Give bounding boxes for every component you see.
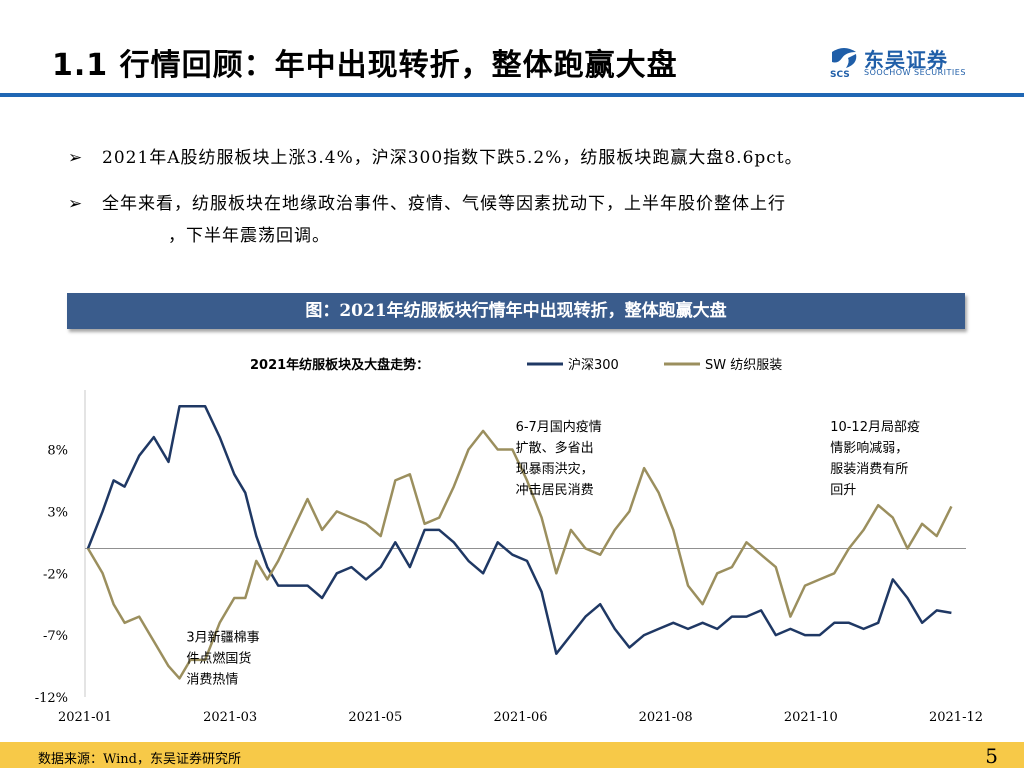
y-tick-label: 8% bbox=[47, 444, 68, 459]
logo-name: 东吴证券 bbox=[864, 48, 948, 72]
annotation-line: 扩散、多省出 bbox=[516, 440, 594, 456]
legend-label-hs300: 沪深300 bbox=[568, 357, 619, 373]
annotation-line: 件点燃国货 bbox=[186, 650, 251, 666]
chart-title: 2021年纺服板块及大盘走势： bbox=[250, 357, 429, 373]
data-source: 数据来源：Wind，东吴证券研究所 bbox=[38, 752, 241, 767]
annotation-2: 10-12月局部疫情影响减弱， 服装消费有所回升 bbox=[830, 419, 920, 498]
bullet-1: ➢ 2021年A股纺服板块上涨3.4%，沪深300指数下跌5.2%，纺服板块跑赢… bbox=[68, 142, 978, 174]
x-tick-label: 2021-12 bbox=[929, 710, 983, 725]
annotation-line: 6-7月国内疫情 bbox=[516, 419, 602, 435]
annotation-line: 服装消费有所 bbox=[830, 462, 908, 477]
x-tick-label: 2021-01 bbox=[58, 710, 112, 725]
logo-mark-text: SCS bbox=[830, 70, 850, 78]
y-axis-ticks: 8% 3% -2% -7% -12% bbox=[35, 444, 68, 707]
series-line-hs300 bbox=[86, 404, 952, 655]
annotation-line: 3月新疆棉事 bbox=[186, 629, 259, 645]
annotation-1: 6-7月国内疫情扩散、多省出现暴雨洪灾， 冲击居民消费 bbox=[516, 419, 602, 498]
y-tick-label: -2% bbox=[43, 567, 68, 582]
annotation-line: 10-12月局部疫 bbox=[830, 419, 920, 435]
bullet-arrow-icon: ➢ bbox=[68, 194, 83, 214]
annotation-line: 回升 bbox=[830, 483, 856, 498]
x-tick-label: 2021-06 bbox=[493, 710, 547, 725]
line-chart: 2021年纺服板块及大盘走势： 沪深300 SW 纺织服装 8% 3% -2% -7%… bbox=[35, 357, 983, 725]
x-tick-label: 2021-10 bbox=[784, 710, 838, 725]
chart-annotations: 6-7月国内疫情扩散、多省出现暴雨洪灾， 冲击居民消费 10-12月局部疫情影响减弱… bbox=[186, 419, 920, 687]
x-tick-label: 2021-08 bbox=[639, 710, 693, 725]
annotation-line: 消费热情 bbox=[186, 672, 238, 687]
logo-subtitle: SOOCHOW SECURITIES bbox=[864, 68, 966, 77]
page-title: 1.1 行情回顾：年中出现转折，整体跑赢大盘 bbox=[52, 48, 678, 83]
x-tick-label: 2021-03 bbox=[203, 710, 257, 725]
x-tick-label: 2021-05 bbox=[348, 710, 402, 725]
company-logo: SCS 东吴证券 SOOCHOW SECURITIES bbox=[828, 42, 978, 82]
page-number: 5 bbox=[985, 744, 998, 768]
y-tick-label: -12% bbox=[35, 691, 68, 706]
bullet-2-text-continued: ，下半年震荡回调。 bbox=[168, 226, 330, 246]
footer-bar bbox=[0, 742, 1024, 768]
x-axis-ticks: 2021-01 2021-03 2021-05 2021-06 2021-08 2021-… bbox=[58, 710, 983, 725]
y-tick-label: 3% bbox=[47, 505, 68, 520]
legend-label-sw-textile: SW 纺织服装 bbox=[705, 358, 782, 373]
bullet-1-text: 2021年A股纺服板块上涨3.4%，沪深300指数下跌5.2%，纺服板块跑赢大盘… bbox=[102, 148, 803, 168]
soochow-logo-icon: SCS bbox=[830, 48, 857, 78]
y-tick-label: -7% bbox=[43, 629, 68, 644]
annotation-line: 现暴雨洪灾， bbox=[516, 461, 594, 477]
bullet-2-text: 全年来看，纺服板块在地缘政治事件、疫情、气候等因素扰动下，上半年股价整体上行 bbox=[102, 194, 786, 214]
figure-caption: 图：2021年纺服板块行情年中出现转折，整体跑赢大盘 bbox=[67, 293, 965, 329]
annotation-line: 冲击居民消费 bbox=[516, 483, 594, 498]
title-rule bbox=[0, 93, 1024, 97]
series-line-sw-textile bbox=[86, 429, 953, 680]
bullet-arrow-icon: ➢ bbox=[68, 148, 83, 168]
annotation-line: 情影响减弱， bbox=[830, 440, 908, 456]
bullet-2: ➢ 全年来看，纺服板块在地缘政治事件、疫情、气候等因素扰动下，上半年股价整体上行… bbox=[68, 188, 978, 252]
annotation-3: 3月新疆棉事件点燃国货消费热情 bbox=[186, 629, 259, 687]
